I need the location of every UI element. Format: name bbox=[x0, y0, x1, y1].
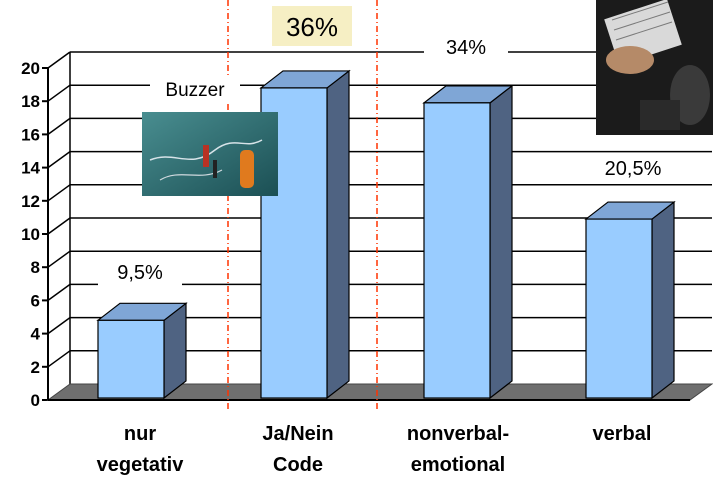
bar-side bbox=[489, 84, 513, 400]
annotation-labels: 9,5% 36% 34% 20,5% Buzzer bbox=[98, 6, 675, 287]
y-tick-label: 10 bbox=[21, 225, 40, 244]
bar bbox=[96, 302, 188, 400]
category-label: nur bbox=[124, 423, 156, 445]
buzzer-photo bbox=[142, 112, 278, 196]
gridline-diagonal bbox=[47, 184, 71, 202]
y-tick-labels: 0 2 4 6 8 10 12 14 16 18 20 bbox=[21, 59, 40, 410]
category-labels: nur vegetativ Ja/Nein Code nonverbal-emotion… bbox=[97, 423, 652, 476]
buzzer-label: Buzzer bbox=[165, 80, 225, 101]
chart-floor bbox=[46, 383, 713, 401]
category-label: Code bbox=[273, 454, 323, 476]
y-tick-label: 12 bbox=[21, 192, 40, 211]
bar-front bbox=[585, 218, 653, 399]
bar-side bbox=[326, 69, 350, 400]
gridline-diagonal bbox=[47, 283, 71, 302]
gridline-diagonal bbox=[47, 150, 71, 169]
category-label: emotional bbox=[411, 454, 505, 476]
y-tick-label: 6 bbox=[31, 291, 40, 310]
percent-label-verbal: 20,5% bbox=[605, 158, 662, 180]
gridline-diagonal bbox=[47, 316, 71, 335]
hands-photo bbox=[596, 0, 713, 135]
category-label: Ja/Nein bbox=[262, 423, 333, 445]
y-tick-label: 8 bbox=[31, 258, 40, 277]
percent-label-background bbox=[424, 32, 508, 62]
gridline-diagonal bbox=[47, 250, 71, 268]
photos bbox=[142, 0, 713, 196]
bar bbox=[422, 84, 514, 400]
category-label: verbal bbox=[593, 423, 652, 445]
y-axis bbox=[42, 52, 71, 401]
group-dividers bbox=[227, 0, 378, 410]
y-tick-label: 20 bbox=[21, 59, 40, 78]
bar-front bbox=[423, 102, 491, 399]
gridline-diagonal bbox=[47, 217, 71, 235]
y-tick-label: 14 bbox=[21, 159, 40, 178]
bar-side bbox=[651, 200, 675, 400]
y-tick-label: 0 bbox=[31, 391, 40, 410]
y-tick-label: 16 bbox=[21, 125, 40, 144]
category-label: nonverbal- bbox=[407, 423, 509, 445]
percent-label-background bbox=[98, 257, 182, 287]
gridline-diagonal bbox=[47, 350, 71, 368]
gridline-diagonal bbox=[47, 51, 71, 69]
category-label: vegetativ bbox=[97, 454, 185, 476]
buzzer-label-background bbox=[150, 76, 240, 104]
percent-label-ja-nein-code: 36% bbox=[286, 12, 338, 42]
gridline-diagonal bbox=[47, 84, 71, 102]
y-tick-label: 18 bbox=[21, 92, 40, 111]
highlight-box bbox=[272, 6, 352, 46]
bar-front bbox=[97, 319, 165, 399]
bars bbox=[96, 69, 676, 400]
gridline-diagonal bbox=[47, 117, 71, 136]
bar bbox=[584, 200, 676, 400]
percent-label-background bbox=[591, 153, 675, 183]
y-tick-label: 4 bbox=[31, 325, 41, 344]
y-tick-label: 2 bbox=[31, 358, 40, 377]
percent-label-nonverbal-emotional: 34% bbox=[446, 37, 486, 59]
percent-label-nur-vegetativ: 9,5% bbox=[117, 262, 163, 284]
